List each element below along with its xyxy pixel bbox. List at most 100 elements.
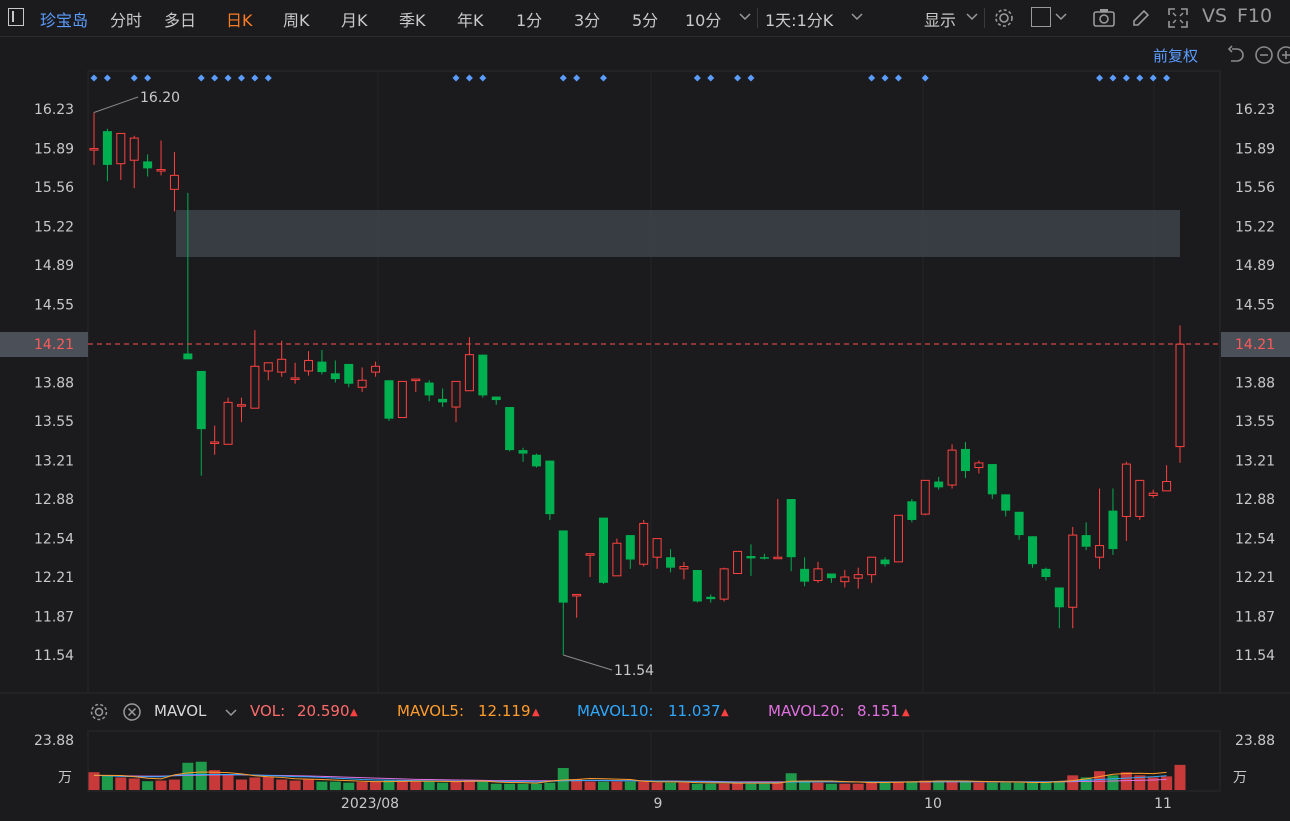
volume-bar <box>1000 782 1012 790</box>
price-tick-label-right: 13.88 <box>1235 376 1275 392</box>
volume-bar <box>892 781 904 790</box>
volume-bar <box>343 782 355 790</box>
camera-icon[interactable] <box>1092 7 1116 33</box>
volume-bar <box>638 781 650 790</box>
volume-bar <box>490 783 502 790</box>
tab-intraday[interactable]: 分时 <box>110 11 143 30</box>
candle-body <box>746 556 756 559</box>
price-tick-label-right: 13.55 <box>1235 414 1275 430</box>
vs-button[interactable]: VS <box>1202 5 1228 27</box>
tab-10min[interactable]: 10分 <box>685 11 722 30</box>
tab-quarterly-k[interactable]: 季K <box>399 11 426 30</box>
volume-bar <box>450 781 462 790</box>
tab-weekly-k[interactable]: 周K <box>283 11 310 30</box>
candle-body <box>464 354 474 392</box>
volume-bar <box>383 780 395 790</box>
price-tick-label-right: 13.21 <box>1235 454 1275 470</box>
time-tick-label: 2023/08 <box>341 796 399 812</box>
zoom-in-icon[interactable] <box>1276 45 1290 69</box>
chevron-down-icon[interactable] <box>1054 9 1068 28</box>
candle-body <box>277 358 287 373</box>
volume-bar <box>611 781 623 790</box>
vol-value: 20.590 <box>297 702 350 720</box>
volume-bar <box>249 777 261 790</box>
volume-bar <box>209 770 221 790</box>
candle-body <box>1121 463 1131 517</box>
volume-bar <box>624 781 636 790</box>
price-tick-label-left: 13.88 <box>34 376 74 392</box>
time-tick-label: 9 <box>654 796 663 812</box>
zoom-out-icon[interactable] <box>1254 45 1274 69</box>
signal-marker <box>559 74 567 82</box>
stock-name[interactable]: 珍宝岛 <box>40 11 89 30</box>
candle-body <box>1095 545 1105 558</box>
fullscreen-icon[interactable] <box>1167 7 1189 33</box>
candle-body <box>129 137 139 161</box>
volume-bar <box>571 779 583 790</box>
candle-body <box>907 501 917 520</box>
volume-bar <box>584 781 596 790</box>
volume-bar <box>155 780 167 790</box>
sidebar-toggle-icon[interactable] <box>8 8 24 26</box>
vol-up-arrow-icon: ▲ <box>350 707 358 718</box>
signal-marker <box>479 74 487 82</box>
candle-body <box>210 441 220 444</box>
volume-bar <box>235 779 247 790</box>
display-menu[interactable]: 显示 <box>924 11 957 30</box>
chevron-down-icon[interactable] <box>738 9 752 28</box>
tab-yearly-k[interactable]: 年K <box>457 11 484 30</box>
candle-body <box>371 365 381 373</box>
candle-body <box>773 556 783 560</box>
volume-bar <box>852 783 864 790</box>
candle-body <box>813 568 823 581</box>
ma10-label: MAVOL10: <box>577 702 654 720</box>
high-price-annotation: 16.20 <box>140 90 180 106</box>
volume-bar <box>423 781 435 790</box>
undo-icon[interactable] <box>1226 45 1246 69</box>
volume-bar <box>544 782 556 790</box>
tab-3min[interactable]: 3分 <box>574 11 601 30</box>
gear-icon[interactable] <box>993 7 1015 33</box>
price-tick-label-right: 11.87 <box>1235 610 1275 626</box>
tab-5min[interactable]: 5分 <box>632 11 659 30</box>
chevron-down-icon[interactable] <box>850 9 864 28</box>
candle-body <box>290 377 300 380</box>
time-tick-label: 11 <box>1154 796 1172 812</box>
tab-daily-k[interactable]: 日K <box>226 11 253 30</box>
price-tick-label-left: 12.88 <box>34 492 74 508</box>
candle-body <box>598 517 608 583</box>
toolbar-divider <box>984 8 985 28</box>
candle-body <box>438 398 448 403</box>
volume-bar <box>839 783 851 790</box>
tab-1min[interactable]: 1分 <box>516 11 543 30</box>
chevron-down-icon[interactable] <box>224 705 238 724</box>
signal-marker <box>251 74 259 82</box>
volume-bar <box>946 780 958 790</box>
volume-bar <box>289 780 301 790</box>
signal-marker <box>130 74 138 82</box>
layout-square-icon[interactable] <box>1031 7 1051 27</box>
gear-icon[interactable] <box>89 702 109 726</box>
tab-monthly-k[interactable]: 月K <box>341 11 368 30</box>
candle-body <box>840 576 850 583</box>
price-tick-label-right: 14.89 <box>1235 258 1275 274</box>
volume-bar <box>879 782 891 790</box>
signal-marker <box>264 74 272 82</box>
signal-marker <box>211 74 219 82</box>
price-tick-label-right: 16.23 <box>1235 102 1275 118</box>
candle-body <box>1162 481 1172 492</box>
pencil-icon[interactable] <box>1130 7 1152 33</box>
f10-button[interactable]: F10 <box>1237 5 1273 27</box>
volume-bar <box>959 781 971 790</box>
candle-body <box>263 362 273 372</box>
tab-multiday[interactable]: 多日 <box>164 11 197 30</box>
indicator-name[interactable]: MAVOL <box>154 702 207 720</box>
close-icon[interactable] <box>122 702 142 726</box>
multi-period-combo[interactable]: 1天:1分K <box>765 11 834 30</box>
signal-marker <box>465 74 473 82</box>
chevron-down-icon[interactable] <box>965 9 979 28</box>
adjust-mode-button[interactable]: 前复权 <box>1153 47 1199 65</box>
ma20-up-arrow-icon: ▲ <box>902 707 910 718</box>
candle-body <box>250 365 260 409</box>
